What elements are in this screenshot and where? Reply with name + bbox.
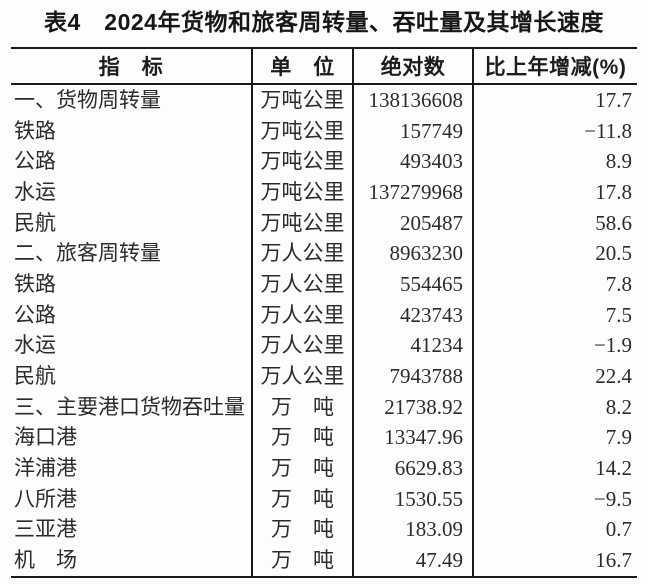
cell-change: 7.9	[472, 422, 637, 454]
table-row: 公路 万吨公里 493403 8.9	[11, 146, 637, 178]
cell-change: 7.8	[472, 269, 637, 300]
cell-indicator: 洋浦港	[14, 456, 77, 481]
cell-change: 17.8	[472, 177, 637, 208]
cell-change: 16.7	[472, 545, 637, 577]
cell-indicator: 二、旅客周转量	[14, 241, 161, 266]
cell-change: −9.5	[472, 483, 637, 515]
cell-unit: 万人公里	[251, 299, 353, 331]
table-row: 水运 万吨公里 137279968 17.8	[11, 177, 637, 208]
table-header: 指 标 单 位 绝对数 比上年增减(%)	[11, 48, 637, 85]
cell-unit: 万人公里	[251, 361, 353, 392]
cell-unit: 万吨公里	[251, 146, 353, 178]
cell-change: 7.5	[472, 299, 637, 331]
table-row: 海口港 万 吨 13347.96 7.9	[11, 422, 637, 454]
cell-indicator: 水运	[14, 333, 56, 358]
col-header-unit: 单 位	[251, 48, 353, 85]
cell-unit: 万吨公里	[251, 207, 353, 239]
cell-change: 58.6	[472, 207, 637, 239]
cell-absolute: 493403	[352, 146, 473, 178]
table-title: 表4 2024年货物和旅客周转量、吞吐量及其增长速度	[44, 9, 604, 35]
cell-absolute: 6629.83	[352, 453, 473, 484]
cell-change: 0.7	[472, 514, 637, 546]
cell-indicator: 八所港	[14, 486, 77, 511]
cell-absolute: 41234	[352, 330, 473, 362]
cell-change: 14.2	[472, 453, 637, 484]
cell-indicator: 三亚港	[14, 517, 77, 542]
cell-unit: 万人公里	[251, 269, 353, 300]
cell-unit: 万吨公里	[251, 84, 353, 116]
cell-absolute: 554465	[352, 269, 473, 300]
table-row: 机 场 万 吨 47.49 16.7	[11, 545, 637, 577]
table-row: 三亚港 万 吨 183.09 0.7	[11, 514, 637, 546]
cell-unit: 万人公里	[251, 330, 353, 362]
cell-unit: 万 吨	[251, 422, 353, 454]
cell-unit: 万吨公里	[251, 115, 353, 147]
cell-unit: 万吨公里	[251, 177, 353, 208]
cell-unit: 万 吨	[251, 514, 353, 546]
cell-indicator: 一、货物周转量	[14, 87, 161, 112]
cell-unit: 万 吨	[251, 545, 353, 577]
cell-unit: 万 吨	[251, 453, 353, 484]
cell-indicator: 水运	[14, 179, 56, 204]
cell-change: 8.2	[472, 391, 637, 423]
cell-absolute: 157749	[352, 115, 473, 147]
table-row: 二、旅客周转量 万人公里 8963230 20.5	[11, 238, 637, 270]
table-row: 铁路 万人公里 554465 7.8	[11, 269, 637, 300]
table-row: 水运 万人公里 41234 −1.9	[11, 330, 637, 362]
cell-absolute: 423743	[352, 299, 473, 331]
table-row: 八所港 万 吨 1530.55 −9.5	[11, 483, 637, 515]
table-row: 洋浦港 万 吨 6629.83 14.2	[11, 453, 637, 484]
cell-absolute: 138136608	[352, 84, 473, 116]
table-row: 三、主要港口货物吞吐量 万 吨 21738.92 8.2	[11, 391, 637, 423]
table-row: 民航 万吨公里 205487 58.6	[11, 207, 637, 239]
cell-change: 22.4	[472, 361, 637, 392]
cell-unit: 万 吨	[251, 391, 353, 423]
cell-indicator: 铁路	[14, 118, 56, 143]
cell-change: 8.9	[472, 146, 637, 178]
header-row: 指 标 单 位 绝对数 比上年增减(%)	[11, 48, 637, 85]
cell-unit: 万人公里	[251, 238, 353, 270]
cell-indicator: 铁路	[14, 271, 56, 296]
cell-indicator: 公路	[14, 149, 56, 174]
cell-indicator: 海口港	[14, 425, 77, 450]
cell-absolute: 183.09	[352, 514, 473, 546]
cell-change: −1.9	[472, 330, 637, 362]
cell-absolute: 1530.55	[352, 483, 473, 515]
cell-absolute: 8963230	[352, 238, 473, 270]
col-header-indicator: 指 标	[11, 48, 252, 85]
cell-absolute: 47.49	[352, 545, 473, 577]
col-header-absolute: 绝对数	[352, 48, 473, 85]
cell-absolute: 7943788	[352, 361, 473, 392]
table-row: 一、货物周转量 万吨公里 138136608 17.7	[11, 84, 637, 116]
cell-indicator: 机 场	[14, 548, 77, 573]
col-header-change: 比上年增减(%)	[472, 48, 637, 85]
cell-absolute: 13347.96	[352, 422, 473, 454]
table-body: 一、货物周转量 万吨公里 138136608 17.7 铁路 万吨公里 1577…	[11, 84, 637, 577]
cell-absolute: 205487	[352, 207, 473, 239]
table-row: 民航 万人公里 7943788 22.4	[11, 361, 637, 392]
statistics-table: 指 标 单 位 绝对数 比上年增减(%) 一、货物周转量 万吨公里 138136…	[11, 47, 637, 578]
cell-indicator: 民航	[14, 364, 56, 389]
cell-absolute: 137279968	[352, 177, 473, 208]
cell-absolute: 21738.92	[352, 391, 473, 423]
cell-change: 20.5	[472, 238, 637, 270]
cell-indicator: 民航	[14, 210, 56, 235]
cell-indicator: 三、主要港口货物吞吐量	[14, 394, 245, 419]
cell-indicator: 公路	[14, 302, 56, 327]
table-row: 公路 万人公里 423743 7.5	[11, 299, 637, 331]
table-row: 铁路 万吨公里 157749 −11.8	[11, 115, 637, 147]
cell-unit: 万 吨	[251, 483, 353, 515]
cell-change: −11.8	[472, 115, 637, 147]
cell-change: 17.7	[472, 84, 637, 116]
